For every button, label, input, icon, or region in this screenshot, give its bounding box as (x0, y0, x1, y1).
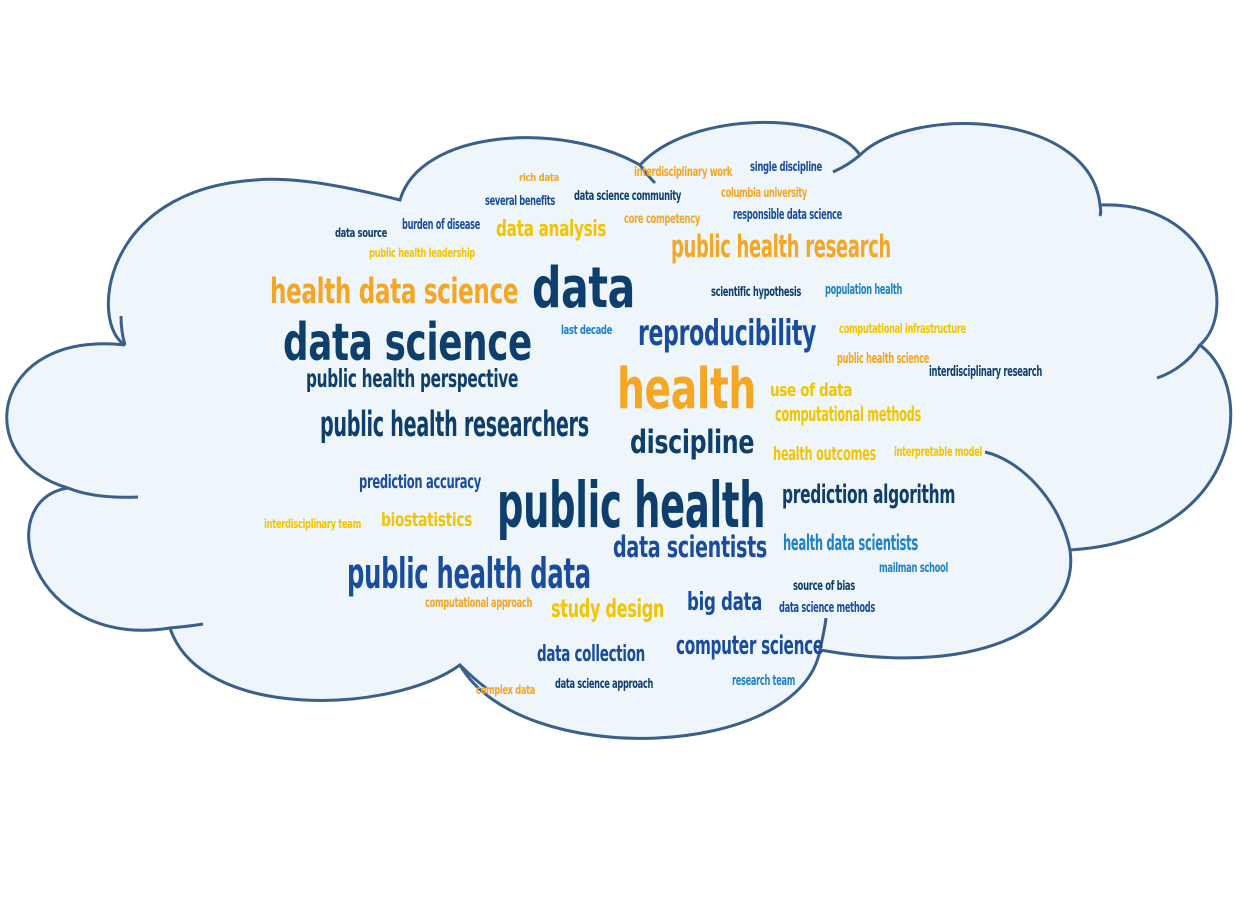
cloud-seam-bottom-right (818, 617, 828, 651)
word-public-health-data: public health data (347, 549, 591, 598)
word-data-science: data science (283, 313, 532, 373)
word-several-benefits: several benefits (485, 194, 556, 209)
word-data-science-methods: data science methods (779, 600, 876, 616)
cloud-seam-top-right (1098, 204, 1103, 217)
word-last-decade: last decade (561, 323, 612, 337)
word-big-data: big data (687, 587, 763, 616)
word-public-health-science: public health science (837, 351, 930, 367)
word-population-health: population health (825, 282, 903, 298)
word-mailman-school: mailman school (879, 561, 949, 576)
cloud-seam-left-upper (119, 315, 127, 346)
word-interdisciplinary-team: interdisciplinary team (264, 517, 362, 531)
cloud-seam-top-mid (832, 153, 861, 174)
word-interpretable-model: interpretable model (894, 445, 983, 460)
word-prediction-algorithm: prediction algorithm (782, 480, 956, 510)
cloud-seam-left (67, 486, 139, 499)
word-biostatistics: biostatistics (381, 509, 472, 531)
cloud-seam-right (984, 450, 1072, 551)
word-burden-of-disease: burden of disease (402, 217, 480, 233)
cloud-seam-top (638, 164, 657, 185)
word-computational-methods: computational methods (775, 402, 921, 426)
word-data-source: data source (335, 226, 388, 240)
word-discipline: discipline (630, 423, 755, 461)
cloud-seam-bottom (458, 663, 487, 690)
word-core-competency: core competency (624, 212, 701, 227)
word-data-scientists: data scientists (613, 530, 767, 564)
word-public-health-researchers: public health researchers (320, 405, 589, 445)
word-computational-infrastructure: computational infrastructure (839, 322, 966, 337)
cloud-outline (5, 120, 1233, 740)
word-public-health-perspective: public health perspective (306, 364, 519, 393)
word-scientific-hypothesis: scientific hypothesis (711, 285, 802, 300)
word-source-of-bias: source of bias (793, 579, 855, 594)
word-data-science-approach: data science approach (555, 677, 654, 692)
word-health-outcomes: health outcomes (773, 443, 877, 465)
word-rich-data: rich data (519, 171, 559, 184)
word-responsible-data-science: responsible data science (733, 207, 843, 223)
word-columbia-university: columbia university (721, 186, 808, 201)
word-data-analysis: data analysis (496, 217, 607, 242)
word-computational-approach: computational approach (425, 596, 533, 611)
word-public-health-research: public health research (671, 229, 892, 265)
word-health: health (617, 357, 756, 422)
cloud-seam-bottom-left (169, 622, 204, 630)
word-single-discipline: single discipline (750, 160, 822, 175)
word-interdisciplinary-work: interdisciplinary work (634, 165, 733, 180)
word-public-health: public health (497, 469, 766, 542)
word-health-data-scientists: health data scientists (783, 531, 918, 555)
word-data-science-community: data science community (574, 189, 682, 204)
word-study-design: study design (551, 594, 665, 623)
cloud-seam-right-upper (1156, 344, 1202, 380)
word-data-collection: data collection (537, 642, 645, 667)
word-use-of-data: use of data (770, 380, 852, 401)
word-public-health-leadership: public health leadership (369, 246, 475, 260)
word-health-data-science: health data science (270, 272, 519, 312)
word-interdisciplinary-research: interdisciplinary research (929, 364, 1042, 380)
word-research-team: research team (732, 673, 795, 689)
word-reproducibility: reproducibility (638, 313, 817, 354)
word-complex-data: complex data (476, 683, 536, 697)
word-prediction-accuracy: prediction accuracy (359, 471, 481, 493)
word-computer-science: computer science (676, 631, 823, 661)
word-data: data (532, 256, 635, 321)
